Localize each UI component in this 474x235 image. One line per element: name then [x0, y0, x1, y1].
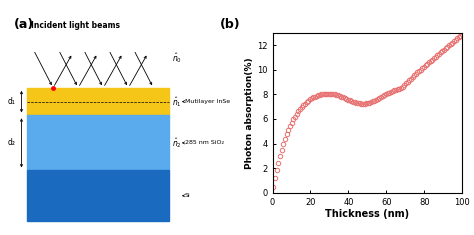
Bar [27, 170, 169, 221]
Text: (a): (a) [14, 18, 34, 31]
Text: $\hat{n}_2$: $\hat{n}_2$ [172, 136, 182, 150]
Text: Incident light beams: Incident light beams [31, 21, 120, 30]
Bar [27, 115, 169, 170]
Text: (b): (b) [219, 18, 240, 31]
Text: $\hat{n}_0$: $\hat{n}_0$ [172, 51, 182, 65]
Bar [27, 88, 169, 115]
X-axis label: Thickness (nm): Thickness (nm) [325, 209, 410, 219]
Text: Si: Si [185, 193, 191, 198]
Text: Mutilayer InSe: Mutilayer InSe [185, 99, 230, 104]
Text: 285 nm SiO₂: 285 nm SiO₂ [185, 140, 224, 145]
Text: d₂: d₂ [8, 138, 15, 147]
Text: d₁: d₁ [8, 97, 15, 106]
Y-axis label: Photon absorption(%): Photon absorption(%) [246, 57, 255, 169]
Text: $\hat{n}_1$: $\hat{n}_1$ [172, 95, 182, 109]
